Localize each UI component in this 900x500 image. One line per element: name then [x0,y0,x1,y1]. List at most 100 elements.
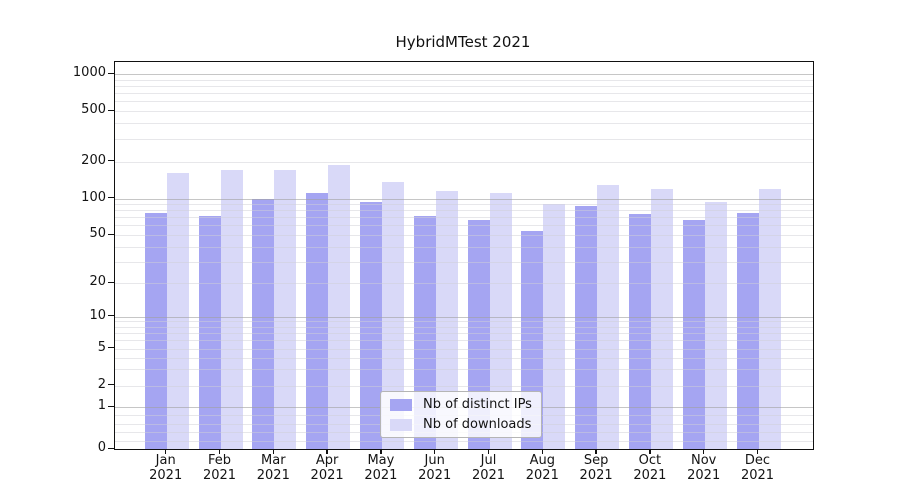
x-axis-tick [595,449,597,454]
x-tick-year: 2021 [149,468,183,483]
x-tick-label-feb: Feb 2021 [203,453,236,483]
gridline-minor [115,85,813,87]
x-tick-month: Nov [691,453,717,468]
bar-nb-of-distinct-ips-jun [413,215,436,449]
x-tick-month: Jun [424,453,445,468]
y-axis-tick [108,405,114,407]
x-tick-label-may: May 2021 [364,453,397,483]
gridline-minor [115,101,813,103]
x-axis-tick [218,449,221,454]
x-axis-tick [326,449,328,454]
gridline-minor [115,235,813,236]
x-tick-year: 2021 [740,468,775,483]
gridline-minor [115,326,813,328]
x-tick-label-mar: Mar 2021 [257,453,290,483]
x-tick-label-jul: Jul 2021 [472,453,505,483]
y-tick-label: 1000 [72,65,106,80]
x-tick-year: 2021 [256,468,290,483]
bar-nb-of-downloads-oct [650,188,673,449]
y-tick-label: 1 [97,398,106,413]
legend: Nb of distinct IPs Nb of downloads [380,391,542,438]
x-tick-year: 2021 [579,468,613,483]
bar-nb-of-downloads-mar [274,170,297,449]
bar-nb-of-downloads-may [381,182,404,449]
x-tick-month: Jul [480,453,497,468]
y-tick-label: 10 [89,307,106,323]
gridline-minor [115,123,813,125]
x-tick-year: 2021 [202,468,237,483]
bar-nb-of-distinct-ips-jan [144,212,167,449]
gridline-minor [115,111,813,112]
y-tick-label: 500 [81,102,106,117]
x-axis-tick [165,449,167,454]
gridline-minor [115,225,813,227]
x-tick-label-apr: Apr 2021 [311,453,344,483]
bar-nb-of-downloads-nov [704,201,727,449]
bar-nb-of-downloads-feb [220,170,243,449]
x-tick-year: 2021 [525,468,559,483]
x-tick-month: Aug [529,453,555,468]
y-axis-tick [108,72,114,74]
x-tick-month: Sep [583,453,609,468]
gridline-minor [115,217,813,219]
y-axis-tick [108,347,114,349]
x-tick-year: 2021 [687,468,721,483]
bar-nb-of-distinct-ips-dec [736,212,759,449]
y-axis-tick [108,197,114,199]
bar-nb-of-distinct-ips-oct [628,213,651,449]
gridline-minor [115,385,813,387]
bar-nb-of-distinct-ips-may [359,201,382,449]
legend-row-nb-of-distinct-ips: Nb of distinct IPs [390,397,532,412]
y-tick-label: 200 [81,152,106,168]
x-tick-label-dec: Dec 2021 [741,453,774,483]
gridline-minor [115,340,813,342]
x-tick-month: Mar [261,453,286,468]
x-tick-month: May [367,453,395,468]
x-axis-tick [541,449,543,454]
x-axis-tick [756,449,759,454]
gridline-minor [115,246,813,248]
legend-label: Nb of downloads [423,417,532,432]
gridline-minor [115,283,813,284]
bar-nb-of-downloads-jun [435,191,458,449]
y-axis-tick [108,281,114,283]
plot-area [114,61,814,450]
x-tick-year: 2021 [310,468,344,483]
x-tick-year: 2021 [471,468,506,483]
x-tick-label-sep: Sep 2021 [580,453,613,483]
x-axis-tick [434,449,436,454]
y-axis-tick [108,160,114,162]
x-axis-tick [703,449,705,454]
bar-nb-of-downloads-apr [328,165,351,449]
gridline-minor [115,79,813,81]
x-tick-month: Apr [315,453,339,468]
x-tick-year: 2021 [633,468,667,483]
bar-nb-of-distinct-ips-feb [198,215,221,449]
gridline-minor [115,139,813,141]
gridline-minor [115,348,813,350]
x-tick-label-aug: Aug 2021 [526,453,559,483]
x-axis-tick [487,449,490,454]
gridline-minor [115,321,813,323]
chart-title: HybridMTest 2021 [395,33,531,51]
legend-swatch [390,418,412,431]
y-tick-label: 20 [89,274,106,289]
legend-row-nb-of-downloads: Nb of downloads [390,417,532,432]
y-tick-label: 50 [89,226,106,241]
y-axis-tick [108,315,114,317]
gridline-minor [115,261,813,263]
gridline-minor [115,369,813,371]
y-axis-tick [108,109,114,111]
x-tick-label-jun: Jun 2021 [418,453,451,483]
bar-nb-of-downloads-jul [489,192,512,449]
y-axis-tick [108,447,114,449]
bar-nb-of-downloads-aug [543,204,566,449]
x-tick-label-oct: Oct 2021 [633,453,666,483]
gridline-minor [115,332,813,334]
gridline-minor [115,93,813,95]
gridline-minor [115,210,813,212]
x-tick-month: Oct [638,453,662,468]
legend-label: Nb of distinct IPs [423,397,532,412]
legend-swatch [390,398,412,411]
